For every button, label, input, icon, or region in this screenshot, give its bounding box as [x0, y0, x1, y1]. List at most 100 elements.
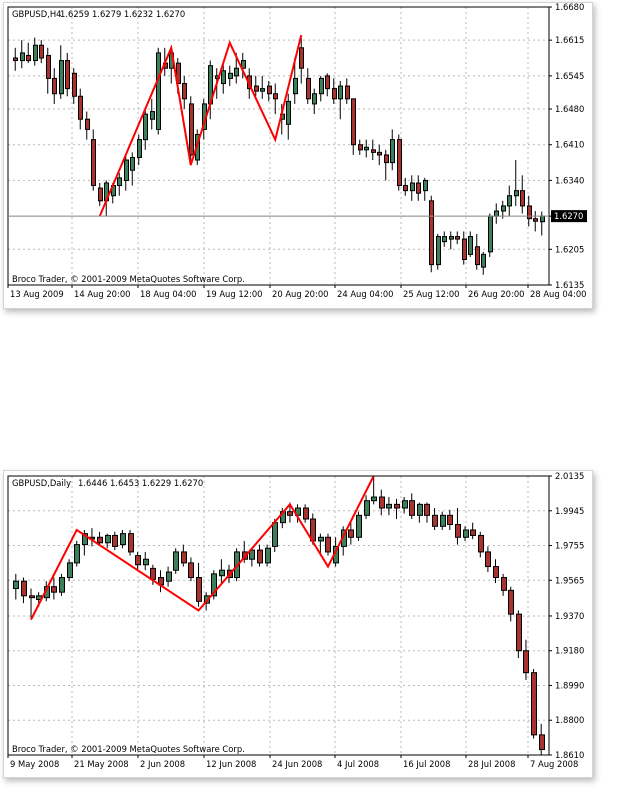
bear-candle-body	[254, 85, 259, 92]
candle	[501, 573, 507, 596]
candle	[390, 129, 395, 171]
h4-candlestick-chart[interactable]: 1.6680 1.6615 1.6545 1.6480 1.6410 1.6340 1.62…	[4, 3, 592, 308]
price-axis-label: 1.6205	[555, 244, 584, 254]
candle	[462, 231, 467, 265]
candle	[514, 160, 519, 206]
bull-candle-body	[105, 534, 111, 544]
bear-candle-body	[85, 118, 90, 130]
bear-candle-body	[332, 88, 337, 100]
h4-chart-panel: 1.6680 1.6615 1.6545 1.6480 1.6410 1.6340 1.62…	[3, 2, 593, 309]
price-axis-label: 1.6615	[555, 35, 584, 45]
candle	[527, 195, 532, 227]
bull-candle-body	[211, 573, 217, 597]
candle	[21, 577, 27, 604]
bear-candle-body	[416, 182, 421, 194]
bull-candle-body	[293, 77, 298, 95]
bull-candle-body	[67, 562, 73, 579]
price-axis-label: 1.6680	[555, 3, 584, 12]
candle	[409, 493, 415, 519]
bear-candle-body	[527, 205, 532, 220]
bull-candle-body	[312, 93, 317, 105]
candle	[371, 139, 376, 161]
candle	[493, 559, 499, 584]
candle	[67, 559, 73, 582]
candle	[130, 152, 135, 186]
bull-candle-body	[219, 569, 225, 577]
bear-candle-body	[478, 534, 484, 553]
candle	[449, 231, 454, 250]
candle	[417, 502, 423, 523]
candle	[475, 233, 480, 270]
candle	[158, 570, 164, 593]
candle	[181, 544, 187, 567]
bull-candle-body	[371, 496, 377, 502]
bear-candle-body	[189, 103, 194, 156]
bear-candle-body	[21, 580, 27, 597]
bear-candle-body	[533, 218, 538, 222]
bear-candle-body	[516, 613, 522, 652]
bear-candle-body	[46, 54, 51, 79]
candle	[33, 37, 38, 66]
bear-candle-body	[470, 529, 476, 536]
bear-candle-body	[475, 246, 480, 266]
bull-candle-body	[228, 72, 233, 79]
candle	[303, 504, 309, 523]
price-axis-label: 1.6135	[555, 280, 584, 290]
candle	[319, 75, 324, 102]
candle	[306, 68, 311, 104]
candle	[531, 669, 537, 739]
candle	[345, 78, 350, 104]
candle	[46, 47, 51, 94]
daily-candlestick-chart[interactable]: 2.0135 1.9945 1.9755 1.9565 1.9370 1.9180 1.89…	[4, 471, 592, 777]
bull-candle-body	[440, 514, 446, 527]
bear-candle-body	[539, 734, 545, 751]
bear-candle-body	[257, 549, 263, 564]
candle	[211, 570, 217, 600]
price-axis-label: 1.8990	[555, 680, 584, 690]
candle	[98, 182, 103, 206]
bear-candle-body	[371, 149, 376, 153]
bear-candle-body	[379, 496, 385, 509]
bull-candle-body	[59, 577, 65, 593]
candle	[429, 195, 434, 273]
price-axis-label: 1.9755	[555, 541, 584, 551]
bear-candle-body	[455, 236, 460, 240]
time-axis-label: 12 Jun 2008	[206, 759, 256, 769]
candle	[85, 111, 90, 140]
bull-candle-body	[364, 146, 369, 151]
bull-candle-body	[423, 179, 428, 192]
zigzag-line	[98, 34, 303, 217]
bull-candle-body	[241, 60, 246, 69]
candle	[135, 551, 141, 571]
bear-candle-body	[196, 577, 202, 602]
bull-candle-body	[356, 514, 362, 538]
candle	[436, 233, 441, 270]
price-axis-label: 1.6410	[555, 140, 584, 150]
bear-candle-body	[409, 500, 415, 516]
bear-candle-body	[267, 85, 272, 95]
bear-candle-body	[325, 536, 331, 553]
candle	[423, 177, 428, 201]
bull-candle-body	[449, 236, 454, 240]
bull-candle-body	[410, 182, 415, 192]
current-price-label: 1.6270	[554, 211, 583, 221]
candle	[520, 175, 525, 214]
candle	[356, 511, 362, 541]
bear-candle-body	[97, 536, 103, 544]
bear-candle-body	[447, 514, 453, 525]
bull-candle-body	[402, 500, 408, 509]
candle	[150, 98, 155, 130]
bull-candle-body	[481, 253, 486, 268]
candle	[156, 47, 161, 135]
bear-candle-body	[351, 98, 356, 146]
time-axis-label: 28 Jul 2008	[468, 759, 515, 769]
candle	[371, 476, 377, 505]
time-axis-label: 24 Jun 2008	[272, 759, 322, 769]
bear-candle-body	[403, 185, 408, 192]
bull-candle-body	[143, 113, 148, 141]
bear-candle-body	[345, 85, 350, 100]
candle	[397, 134, 402, 191]
price-axis-label: 1.6545	[555, 71, 584, 81]
bear-candle-body	[299, 47, 304, 69]
candle	[523, 639, 529, 680]
